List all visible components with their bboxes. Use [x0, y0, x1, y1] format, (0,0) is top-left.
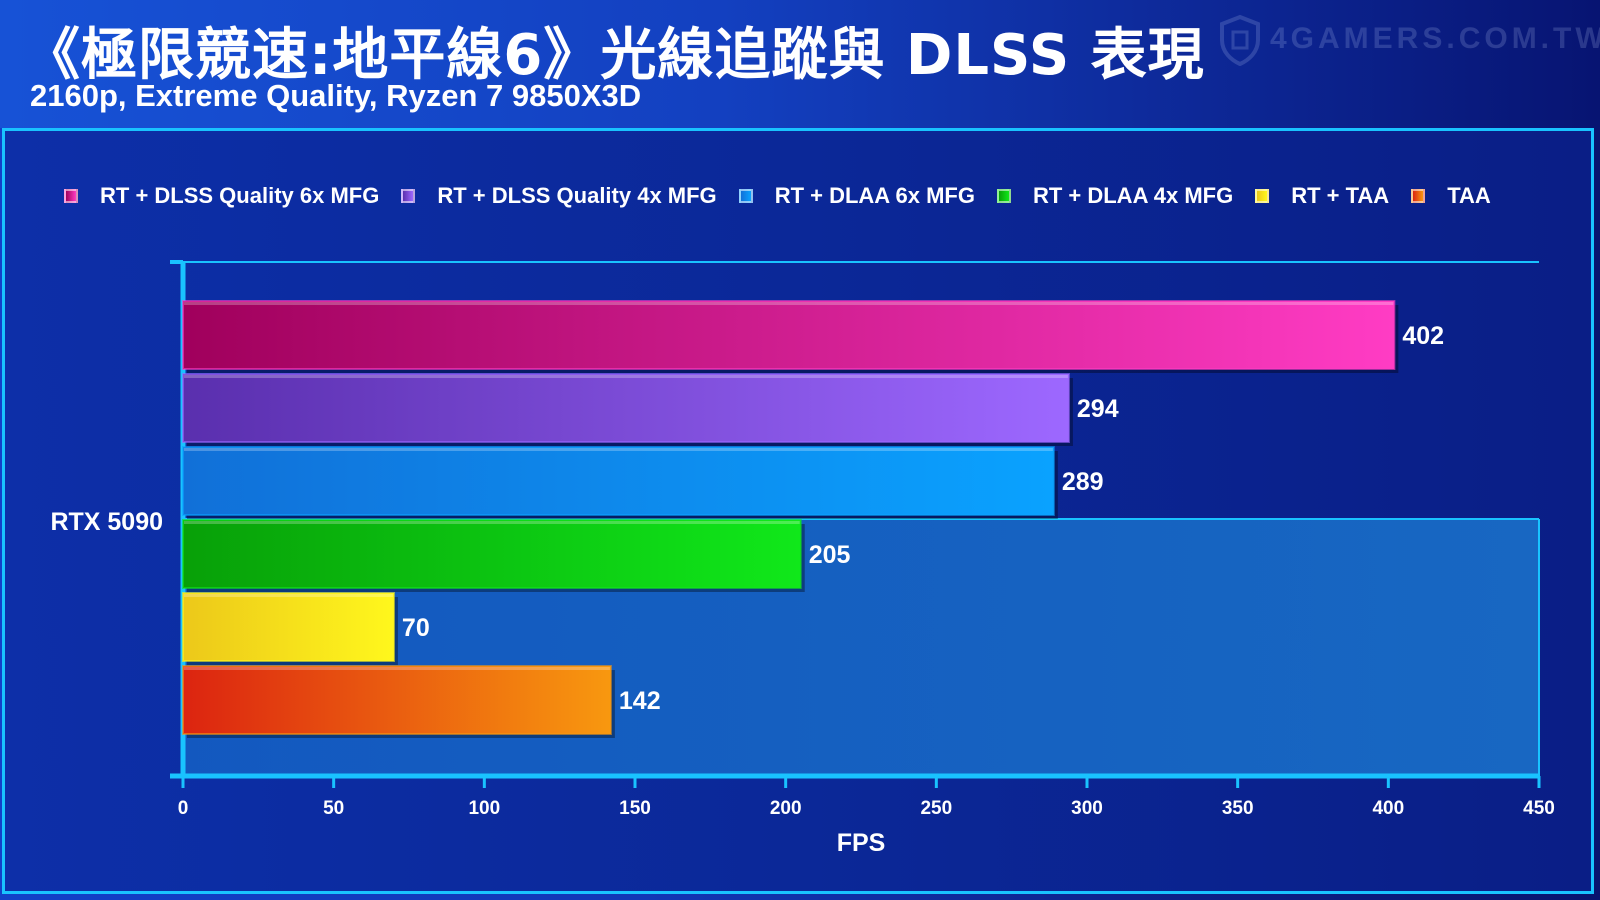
bar-highlight	[184, 521, 800, 524]
legend-item: RT + DLSS Quality 6x MFG	[64, 183, 379, 209]
bar	[182, 665, 612, 735]
bar-highlight	[184, 448, 1053, 451]
legend-label: RT + DLSS Quality 6x MFG	[100, 183, 380, 208]
x-tick-label: 450	[1523, 798, 1555, 819]
legend: RT + DLSS Quality 6x MFG RT + DLSS Qualit…	[64, 182, 1513, 210]
bar	[182, 519, 802, 589]
value-label: 205	[809, 541, 851, 569]
legend-label: RT + TAA	[1291, 183, 1390, 208]
x-tick-label: 300	[1071, 798, 1103, 819]
x-tick-label: 200	[770, 798, 802, 819]
x-tick-label: 400	[1372, 798, 1404, 819]
x-tick-label: 50	[323, 798, 344, 819]
value-label: 70	[402, 614, 430, 642]
bar	[182, 592, 395, 662]
value-label: 294	[1077, 395, 1119, 423]
bar-highlight	[184, 375, 1068, 378]
legend-swatch	[64, 189, 78, 203]
x-tick-label: 350	[1222, 798, 1254, 819]
bar	[182, 373, 1070, 443]
legend-label: RT + DLSS Quality 4x MFG	[437, 183, 717, 208]
value-label: 402	[1402, 322, 1444, 350]
bar-highlight	[184, 594, 393, 597]
legend-swatch	[1255, 189, 1270, 203]
legend-swatch	[738, 189, 753, 203]
x-tick-label: 250	[920, 798, 952, 819]
legend-item: RT + TAA	[1255, 183, 1389, 209]
value-label: 142	[619, 687, 661, 715]
watermark-text: 4GAMERS.COM.TW	[1270, 22, 1600, 55]
category-label: RTX 5090	[50, 508, 163, 536]
legend-swatch	[1411, 189, 1426, 203]
x-tick-label: 150	[619, 798, 651, 819]
chart-subtitle: 2160p, Extreme Quality, Ryzen 7 9850X3D	[30, 78, 642, 113]
legend-item: RT + DLAA 4x MFG	[996, 183, 1234, 209]
bar	[182, 300, 1396, 370]
legend-label: RT + DLAA 6x MFG	[774, 183, 975, 208]
watermark: 4GAMERS.COM.TW	[1218, 14, 1600, 67]
legend-label: RT + DLAA 4x MFG	[1032, 183, 1234, 208]
legend-swatch	[996, 189, 1011, 203]
legend-item: TAA	[1411, 183, 1491, 209]
chart-title: 《極限競速:地平線6》光線追蹤與 DLSS 表現	[24, 23, 1205, 88]
value-label: 289	[1062, 468, 1104, 496]
bar	[182, 446, 1055, 516]
x-axis-title: FPS	[837, 829, 886, 857]
legend-item: RT + DLAA 6x MFG	[738, 183, 975, 209]
x-tick-label: 0	[178, 798, 189, 819]
header-banner: 《極限競速:地平線6》光線追蹤與 DLSS 表現 2160p, Extreme …	[0, 0, 1600, 128]
legend-label: TAA	[1447, 183, 1491, 208]
legend-item: RT + DLSS Quality 4x MFG	[401, 183, 717, 209]
bar-highlight	[184, 667, 610, 670]
x-tick-label: 100	[468, 798, 500, 819]
bar-highlight	[184, 302, 1394, 305]
shield-logo-icon	[1220, 14, 1260, 67]
legend-swatch	[401, 189, 416, 203]
